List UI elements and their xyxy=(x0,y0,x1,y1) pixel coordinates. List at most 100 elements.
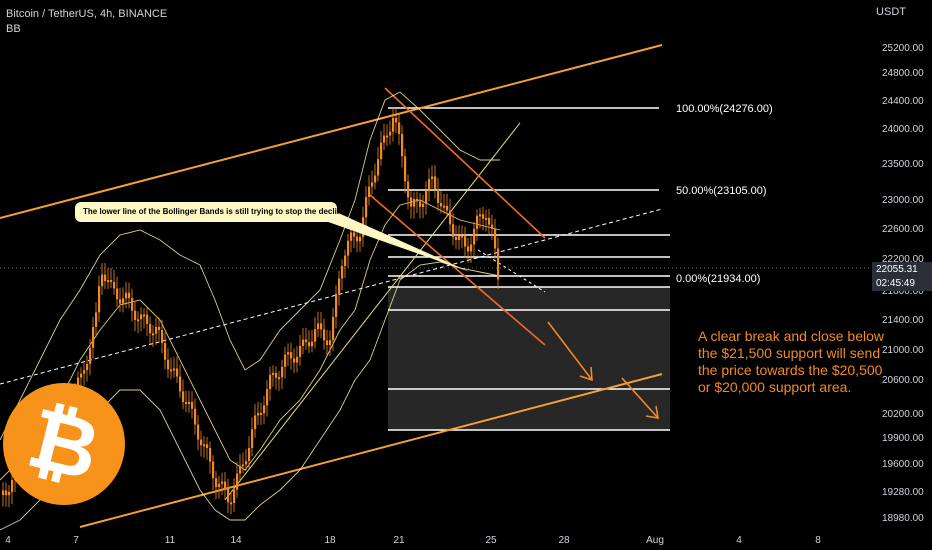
y-tick-label: 20600.00 xyxy=(882,375,924,386)
x-tick-label: 25 xyxy=(485,535,497,546)
candle-body xyxy=(8,491,11,496)
candle-body xyxy=(215,478,218,488)
y-tick-label: 21400.00 xyxy=(882,315,924,326)
candle-body xyxy=(428,179,431,192)
candle-body xyxy=(404,156,407,182)
candle-body xyxy=(2,490,5,495)
candle-body xyxy=(140,314,143,320)
countdown-tag: 02:45:49 xyxy=(872,276,932,291)
candle-body xyxy=(374,175,377,183)
candle-body xyxy=(458,235,461,240)
candle-body xyxy=(326,340,329,345)
candle-body xyxy=(461,235,464,238)
candle-body xyxy=(227,488,230,503)
candle-body xyxy=(410,197,413,207)
candle-body xyxy=(332,316,335,341)
candle-body xyxy=(380,142,383,160)
candle-body xyxy=(464,236,467,247)
y-tick-label: 24400.00 xyxy=(882,96,924,107)
candle-body xyxy=(368,186,371,198)
support-zone xyxy=(388,287,670,430)
descending-dotted xyxy=(477,249,546,293)
candle-body xyxy=(371,182,374,187)
x-tick-label: 7 xyxy=(73,535,79,546)
candle-body xyxy=(185,401,188,404)
x-tick-label: 21 xyxy=(393,535,405,546)
candle-body xyxy=(158,326,161,331)
candle-body xyxy=(470,244,473,252)
candle-body xyxy=(455,236,458,240)
candle-body xyxy=(341,265,344,279)
candle-body xyxy=(284,354,287,367)
candle-body xyxy=(419,201,422,207)
candle-body xyxy=(359,236,362,242)
y-tick-label: 21800.00 xyxy=(882,286,924,297)
candle-body xyxy=(86,363,89,371)
candle-body xyxy=(149,323,152,334)
candle-body xyxy=(353,232,356,237)
candle-body xyxy=(80,373,83,378)
candle-body xyxy=(386,135,389,138)
candle-body xyxy=(191,402,194,409)
candle-body xyxy=(401,133,404,157)
fib-0-label: 0.00%(21934.00) xyxy=(676,273,760,285)
candle-body xyxy=(278,377,281,380)
candle-body xyxy=(305,339,308,343)
candle-body xyxy=(296,356,299,363)
candle-body xyxy=(245,461,248,465)
candle-body xyxy=(335,293,338,317)
y-tick-label: 25200.00 xyxy=(882,43,924,54)
candle-body xyxy=(182,391,185,402)
y-tick-label: 19280.00 xyxy=(882,487,924,498)
candle-body xyxy=(491,224,494,230)
candle-body xyxy=(281,366,284,378)
x-tick-label: 11 xyxy=(165,535,176,546)
candle-body xyxy=(344,255,347,266)
candle-body xyxy=(104,274,107,282)
candle-body xyxy=(398,122,401,134)
y-tick-label: 24000.00 xyxy=(882,124,924,135)
candle-body xyxy=(317,323,320,330)
indicator-legend[interactable]: BB xyxy=(6,23,21,35)
candle-body xyxy=(194,408,197,425)
candle-body xyxy=(416,199,419,202)
candle-body xyxy=(266,389,269,406)
candle-body xyxy=(407,181,410,198)
candle-body xyxy=(110,280,113,283)
candle-body xyxy=(356,236,359,242)
candle-body xyxy=(497,248,500,280)
candle-body xyxy=(422,203,425,207)
candle-body xyxy=(170,369,173,372)
candle-body xyxy=(473,228,476,245)
dashed-trendline xyxy=(0,208,663,385)
fib-100-label: 100.00%(24276.00) xyxy=(676,103,773,115)
candle-body xyxy=(131,298,134,311)
symbol-title[interactable]: Bitcoin / TetherUS, 4h, BINANCE xyxy=(6,8,168,20)
candle-body xyxy=(308,342,311,347)
candle-body xyxy=(146,314,149,324)
x-tick-label: 14 xyxy=(230,535,242,546)
candle-body xyxy=(98,286,101,313)
candle-body xyxy=(263,405,266,414)
current-price-tag: 22055.31 xyxy=(872,262,932,277)
candle-body xyxy=(119,299,122,304)
candles xyxy=(2,107,500,515)
bb-upper xyxy=(0,91,500,441)
candle-body xyxy=(365,197,368,218)
desc-channel-lower xyxy=(369,194,546,346)
candle-body xyxy=(425,191,428,204)
y-tick-label: 23500.00 xyxy=(882,159,924,170)
x-tick-label: 4 xyxy=(736,535,742,546)
candle-body xyxy=(206,444,209,449)
candle-body xyxy=(5,490,8,496)
candle-body xyxy=(257,412,260,416)
candle-body xyxy=(287,352,290,355)
candle-body xyxy=(482,214,485,219)
channel-lower-line xyxy=(79,373,663,528)
candle-body xyxy=(299,345,302,357)
candle-body xyxy=(239,465,242,474)
candle-body xyxy=(350,232,353,241)
candle-body xyxy=(449,210,452,225)
candle-body xyxy=(155,326,158,334)
